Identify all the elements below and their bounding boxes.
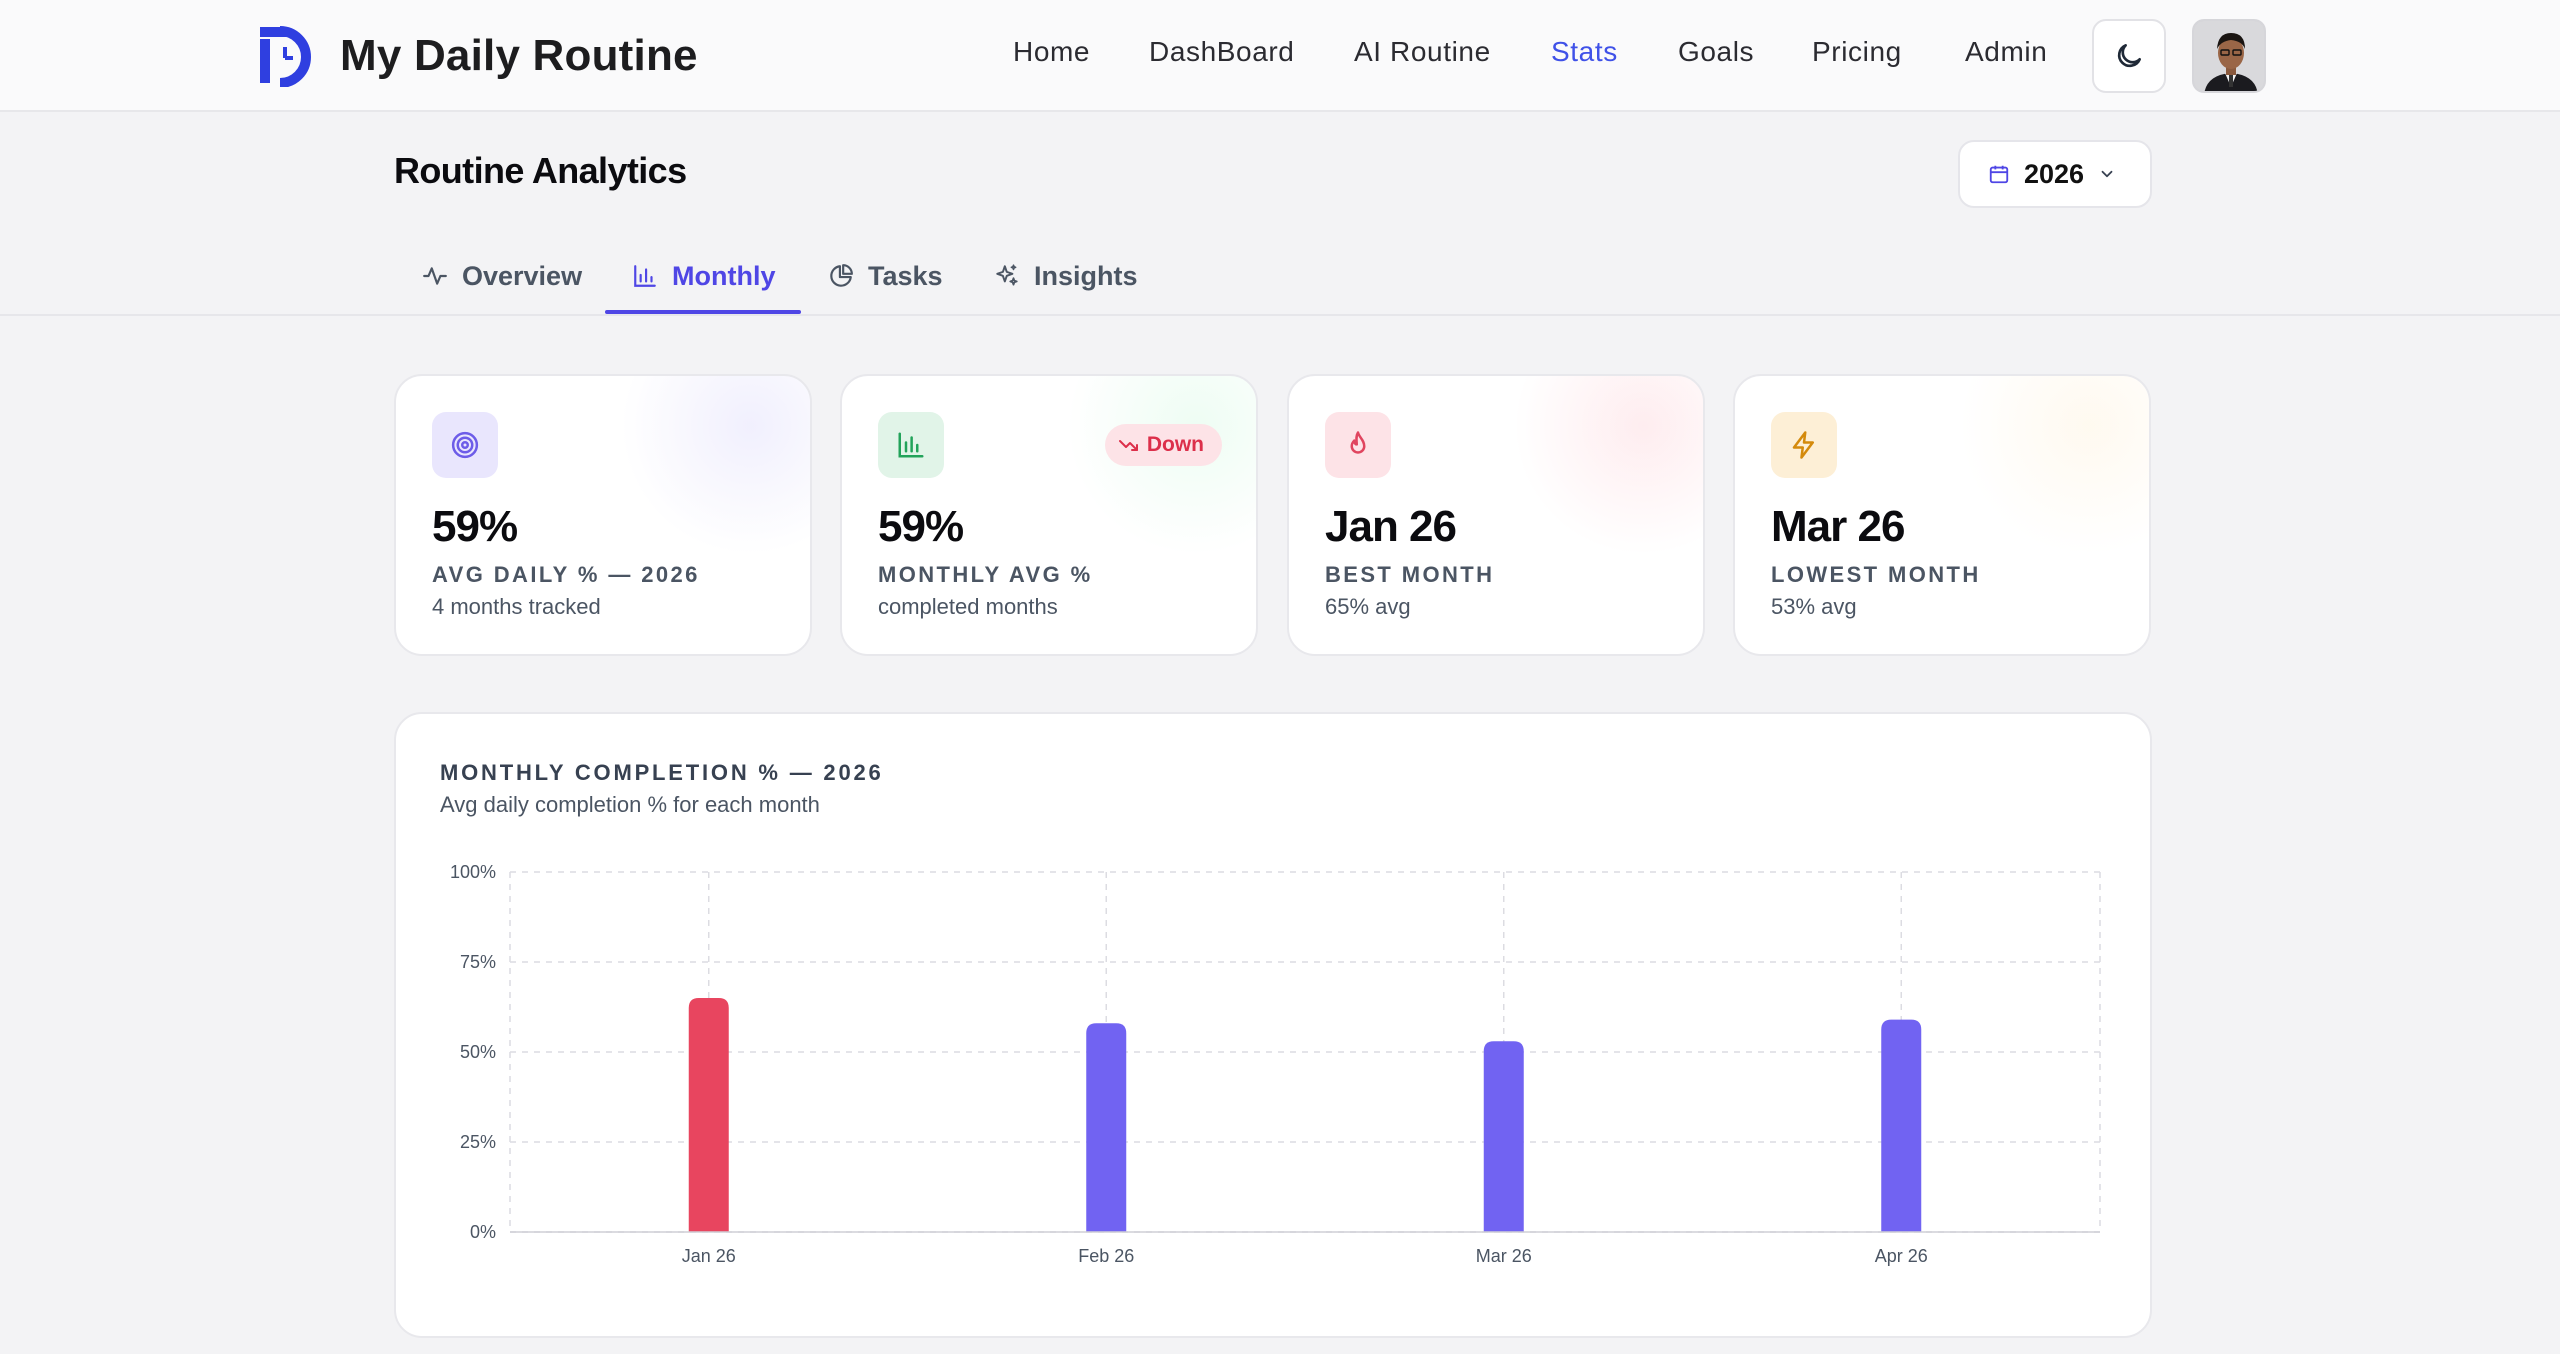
year-value: 2026 (2024, 158, 2085, 189)
tab-monthly[interactable]: Monthly (632, 254, 775, 298)
y-tick-label: 50% (460, 1042, 496, 1062)
stat-icon-box (432, 412, 498, 478)
x-tick-label: Mar 26 (1476, 1246, 1532, 1266)
stat-icon-box (1325, 412, 1391, 478)
stat-sub: 53% avg (1771, 594, 1857, 619)
activity-icon (423, 267, 447, 285)
stat-label: MONTHLY AVG % (878, 562, 1093, 587)
tab-label: Monthly (672, 260, 776, 291)
calendar-icon (1989, 165, 2009, 184)
tab-label: Insights (1034, 260, 1138, 291)
nav-home[interactable]: Home (1013, 36, 1091, 67)
nav-ai-routine[interactable]: AI Routine (1354, 36, 1491, 67)
x-tick-label: Jan 26 (682, 1246, 736, 1266)
avatar[interactable] (2192, 19, 2266, 93)
nav-pricing[interactable]: Pricing (1812, 36, 1902, 67)
tab-label: Overview (462, 260, 583, 291)
nav-dashboard[interactable]: DashBoard (1149, 36, 1295, 67)
chart-bar (688, 998, 729, 1232)
pie-chart-icon (830, 264, 853, 287)
moon-icon (2117, 44, 2141, 68)
stat-label: LOWEST MONTH (1771, 562, 1981, 587)
flame-icon (1350, 431, 1366, 454)
logo-icon (260, 26, 311, 87)
card-glow (620, 376, 810, 556)
year-selector[interactable]: 2026 (1958, 140, 2152, 208)
tab-overview[interactable]: Overview (422, 254, 582, 298)
tab-label: Tasks (868, 260, 943, 291)
stat-card-best-month: Jan 26 BEST MONTH 65% avg (1287, 374, 1705, 656)
stat-label: AVG DAILY % — 2026 (432, 562, 700, 587)
nav-admin[interactable]: Admin (1965, 36, 2048, 67)
stat-icon-box (1771, 412, 1837, 478)
stat-card-monthly-avg: Down 59% MONTHLY AVG % completed months (840, 374, 1258, 656)
trending-down-icon (1118, 440, 1138, 451)
tab-tasks[interactable]: Tasks (828, 254, 943, 298)
tabs-divider (0, 314, 2560, 316)
user-photo-icon (2194, 21, 2264, 91)
app-title: My Daily Routine (340, 31, 698, 80)
target-icon (451, 431, 479, 459)
stat-sub: 4 months tracked (432, 594, 601, 619)
stat-card-avg-daily: 59% AVG DAILY % — 2026 4 months tracked (394, 374, 812, 656)
nav-goals[interactable]: Goals (1678, 36, 1755, 67)
top-navbar: My Daily Routine Home DashBoard AI Routi… (0, 0, 2560, 112)
x-tick-label: Apr 26 (1875, 1246, 1928, 1266)
chart-title: MONTHLY COMPLETION % — 2026 (440, 760, 884, 785)
page-title: Routine Analytics (394, 150, 687, 191)
y-tick-label: 100% (450, 862, 496, 882)
badge-label: Down (1146, 433, 1204, 456)
stat-value: Mar 26 (1771, 502, 1905, 551)
chevron-down-icon (2101, 170, 2113, 178)
bar-chart-icon (634, 265, 656, 287)
x-tick-label: Feb 26 (1078, 1246, 1134, 1266)
zap-icon (1792, 431, 1814, 459)
nav-stats[interactable]: Stats (1551, 36, 1618, 67)
chart-subtitle: Avg daily completion % for each month (440, 792, 820, 817)
stat-value: 59% (432, 502, 518, 551)
sparkles-icon (996, 264, 1018, 286)
active-tab-indicator (605, 310, 801, 314)
bar-chart-icon (898, 432, 924, 458)
stat-card-lowest-month: Mar 26 LOWEST MONTH 53% avg (1733, 374, 2151, 656)
stat-sub: completed months (878, 594, 1058, 619)
y-tick-label: 25% (460, 1132, 496, 1152)
stat-value: Jan 26 (1325, 502, 1457, 551)
y-tick-label: 75% (460, 952, 496, 972)
chart-bar (1483, 1041, 1524, 1232)
trend-badge: Down (1104, 424, 1222, 466)
y-tick-label: 0% (470, 1222, 496, 1242)
card-glow (1513, 376, 1703, 556)
stat-icon-box (878, 412, 944, 478)
stat-value: 59% (878, 502, 964, 551)
stat-sub: 65% avg (1325, 594, 1411, 619)
chart-bar (1086, 1023, 1127, 1232)
monthly-completion-chart-card: MONTHLY COMPLETION % — 2026 Avg daily co… (394, 712, 2152, 1338)
bar-chart: 0% 25% 50% 75% 100% Jan 26 Feb 26 Mar 26 Apr 26 (450, 862, 2101, 1266)
tab-insights[interactable]: Insights (994, 254, 1138, 298)
card-glow (1959, 376, 2149, 556)
stat-label: BEST MONTH (1325, 562, 1495, 587)
brand[interactable]: My Daily Routine (258, 22, 698, 90)
chart-bar (1881, 1019, 1922, 1232)
theme-toggle-button[interactable] (2092, 19, 2166, 93)
